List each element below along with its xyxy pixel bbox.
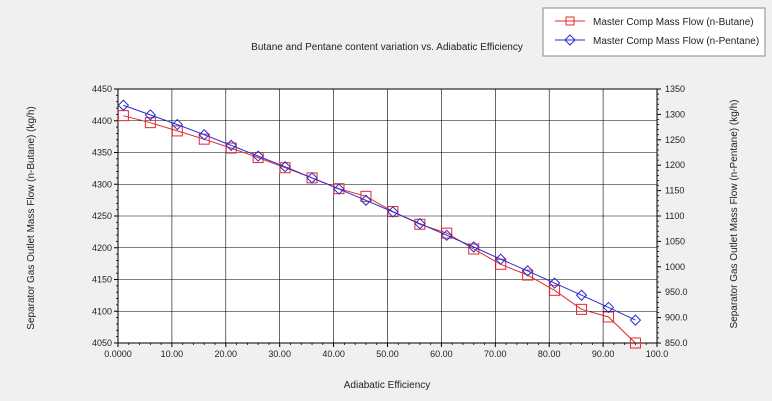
y-left-tick-label: 4150 (92, 275, 112, 285)
data-point-pentane (494, 253, 507, 265)
y-right-tick-label: 1350 (665, 84, 685, 94)
x-tick-label: 40.00 (322, 349, 345, 359)
chart-title: Butane and Pentane content variation vs.… (251, 42, 523, 53)
data-point-pentane (306, 172, 318, 184)
legend-pentane-marker (564, 34, 576, 46)
y-right-tick-label: 1200 (665, 160, 685, 170)
y-left-tick-label: 4200 (92, 243, 112, 253)
data-point-pentane (225, 139, 237, 152)
y-axis-left-label: Separator Gas Outlet Mass Flow (n-Butane… (26, 106, 37, 329)
data-point-butane (522, 269, 534, 281)
data-point-pentane (279, 161, 291, 173)
data-point-pentane (387, 206, 399, 218)
y-right-tick-label: 1000 (665, 262, 685, 272)
data-point-butane (360, 190, 372, 202)
legend-butane-label: Master Comp Mass Flow (n-Butane) (593, 17, 754, 28)
data-point-pentane (414, 217, 426, 230)
x-tick-label: 60.00 (430, 349, 453, 359)
data-point-butane (171, 125, 183, 137)
y-left-tick-label: 4250 (92, 211, 112, 221)
x-tick-label: 10.00 (161, 349, 184, 359)
y-right-tick-label: 1250 (665, 135, 685, 145)
y-left-tick-label: 4300 (92, 179, 112, 189)
x-tick-label: 90.00 (592, 349, 615, 359)
data-point-butane (549, 284, 561, 296)
data-point-pentane (252, 150, 264, 162)
data-point-pentane (333, 183, 345, 195)
y-right-tick-label: 1050 (665, 236, 685, 246)
x-tick-label: 0.0000 (104, 349, 132, 359)
data-point-butane (629, 337, 641, 349)
y-right-tick-label: 1100 (665, 211, 684, 221)
y-right-tick-label: 950.0 (665, 287, 688, 297)
y-left-tick-label: 4050 (92, 338, 112, 348)
data-point-pentane (144, 109, 157, 121)
y-axis-right-label: Separator Gas Outlet Mass Flow (n-Pentan… (729, 100, 740, 329)
data-point-pentane (548, 277, 561, 289)
data-point-butane (576, 303, 588, 315)
x-tick-label: 70.00 (484, 349, 507, 359)
x-tick-label: 50.00 (376, 349, 399, 359)
y-left-tick-label: 4100 (92, 306, 112, 316)
series-line-butane (123, 115, 636, 344)
data-point-pentane (629, 314, 642, 326)
grid (118, 89, 657, 343)
series-line-pentane (123, 104, 636, 321)
data-point-butane (198, 133, 210, 145)
x-tick-label: 80.00 (538, 349, 561, 359)
series (117, 99, 642, 349)
x-tick-label: 30.00 (268, 349, 291, 359)
data-point-pentane (198, 129, 210, 141)
legend: Master Comp Mass Flow (n-Butane) Master … (542, 7, 766, 57)
x-tick-label: 100.0 (646, 349, 669, 359)
legend-butane-marker (565, 16, 575, 26)
data-point-pentane (521, 265, 534, 277)
legend-pentane-label: Master Comp Mass Flow (n-Pentane) (593, 36, 759, 47)
data-point-butane (279, 162, 291, 174)
data-point-pentane (441, 229, 453, 242)
data-point-pentane (360, 194, 372, 206)
x-tick-label: 20.00 (215, 349, 238, 359)
y-left-tick-label: 4400 (92, 116, 112, 126)
legend-box (542, 7, 766, 57)
y-left-tick-label: 4450 (92, 84, 112, 94)
y-right-tick-label: 1300 (665, 109, 685, 119)
x-axis-label: Adiabatic Efficiency (344, 380, 431, 391)
data-point-pentane (117, 99, 130, 111)
y-right-tick-label: 850.0 (665, 338, 688, 348)
y-right-tick-label: 900.0 (665, 313, 688, 323)
data-point-pentane (575, 289, 588, 301)
y-left-tick-label: 4350 (92, 148, 112, 158)
data-point-butane (144, 117, 156, 129)
axes: 0.0000 10.00 20.00 30.00 40.00 50.00 60.00 70.0… (92, 84, 688, 359)
y-right-tick-label: 1150 (665, 186, 684, 196)
data-point-pentane (602, 301, 615, 314)
data-point-pentane (468, 241, 480, 253)
data-point-butane (225, 142, 237, 154)
data-point-pentane (171, 118, 183, 131)
